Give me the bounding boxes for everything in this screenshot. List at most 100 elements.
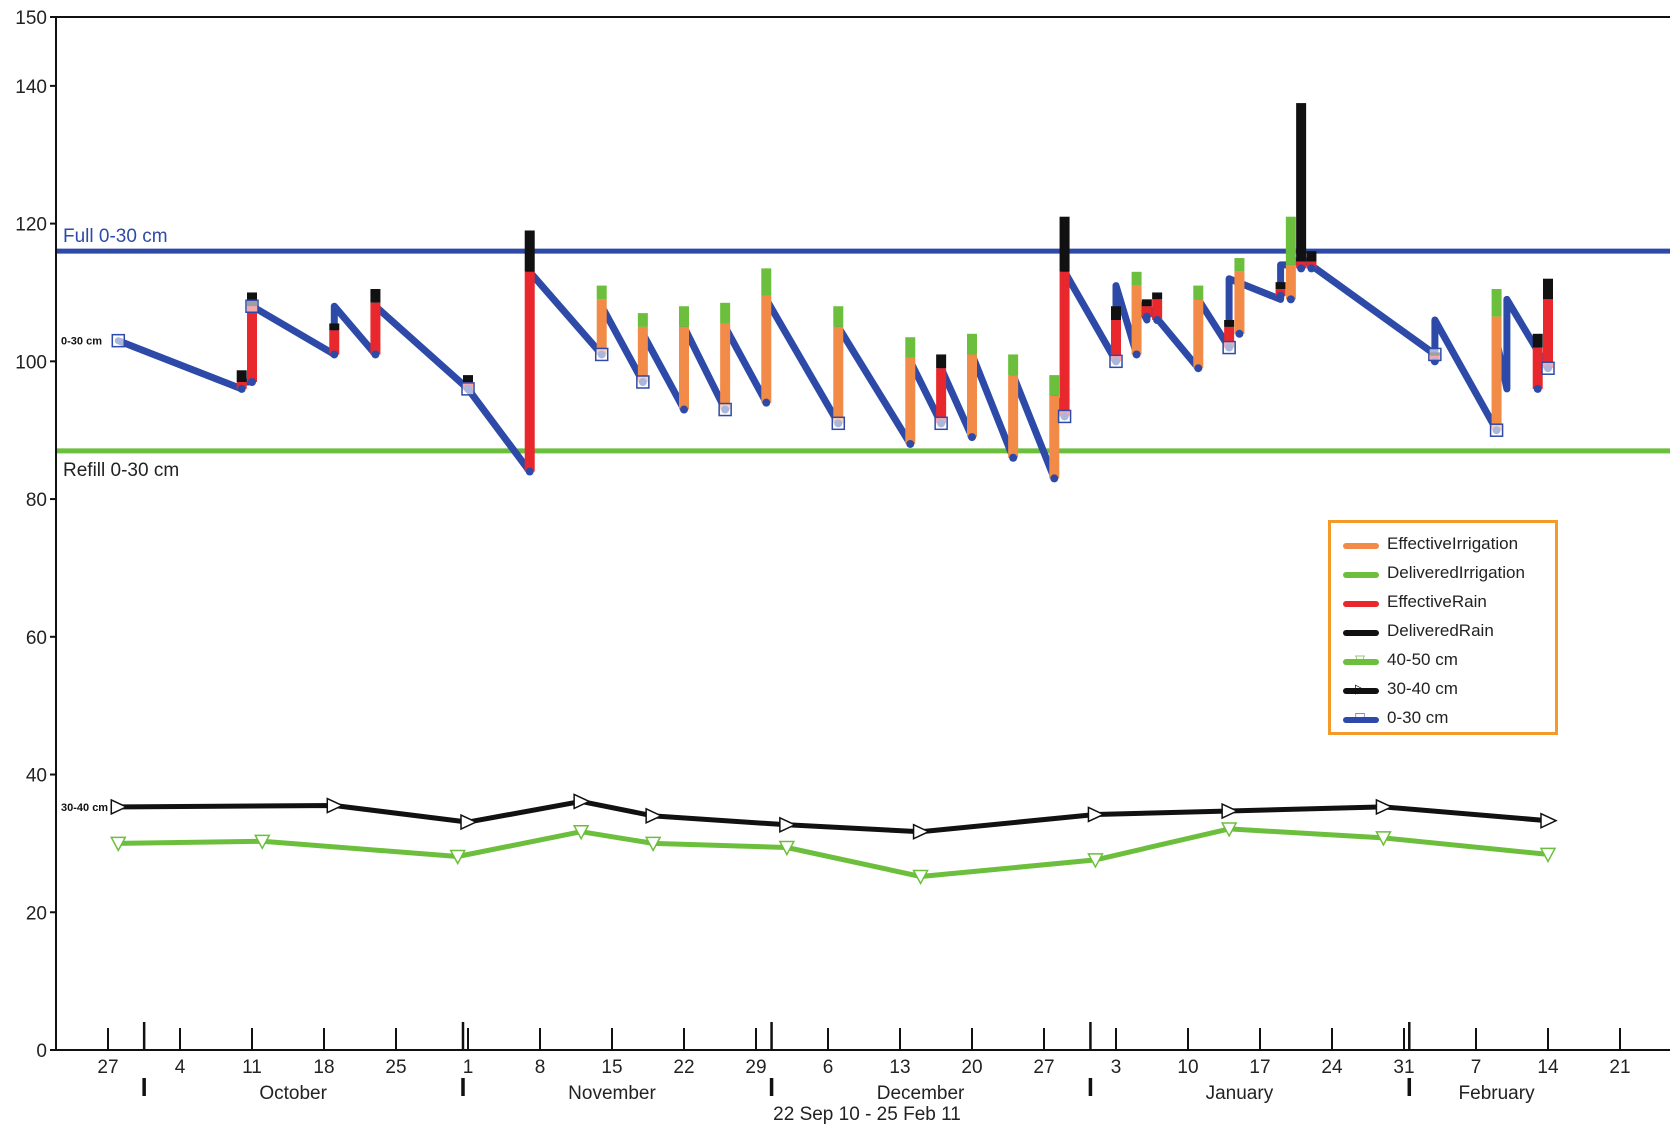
data-point [1087,853,1104,869]
x-tick-label: 21 [1609,1057,1630,1078]
bar-base-point [906,439,915,448]
data-point [1087,806,1106,823]
x-tick-label: 7 [1471,1057,1482,1078]
data-point [1222,340,1236,355]
legend-swatch [1343,572,1379,578]
legend-swatch [1343,659,1379,665]
delivered-bar [761,268,772,296]
bar-base-point [680,405,688,414]
effective-bar [1532,347,1543,389]
series-label: 0-30 cm [61,336,102,348]
legend-label: 40-50 cm [1387,650,1458,669]
data-point [1375,798,1394,816]
data-point [1109,354,1123,369]
delivered-bar [1285,216,1296,265]
data-point [779,816,797,833]
delivered-bar [936,354,947,369]
delivered-bar [1532,333,1543,348]
y-tick-label: 60 [26,628,47,649]
bar-base-point [1142,312,1151,321]
delivered-bar [1306,251,1317,262]
series-line [114,254,1552,482]
y-tick-label: 0 [36,1041,47,1062]
x-tick-label: 3 [1111,1057,1122,1078]
month-label: October [259,1083,327,1104]
x-tick-label: 11 [242,1057,262,1078]
effective-bar [637,326,648,382]
x-tick-label: 13 [889,1057,910,1078]
delivered-bar [833,306,844,327]
legend-label: DeliveredIrrigation [1387,563,1525,582]
delivered-bar [1059,216,1070,272]
delivered-bar [1193,285,1204,300]
delivered-bar [1224,320,1235,327]
delivered-bar [1234,258,1245,272]
data-point [572,824,590,841]
data-point [111,333,126,348]
x-tick-label: 22 [673,1057,694,1078]
effective-bar [833,326,844,424]
data-point [1375,831,1392,847]
legend-label: 0-30 cm [1387,708,1449,727]
delivered-bar [1275,282,1286,290]
bar-base-point [371,350,380,359]
x-tick-label: 6 [823,1057,834,1078]
square-marker-icon: □ [1355,709,1365,726]
triangle-right-marker-icon: ▷ [1355,681,1365,696]
data-point [718,402,732,417]
x-tick-label: 15 [601,1057,622,1078]
legend-swatch [1343,717,1379,723]
delivered-bar [1491,289,1502,317]
x-tick-label: 1 [463,1057,474,1078]
delivered-bar [1008,354,1019,376]
bar-base-point [1009,453,1018,462]
effective-bar [1224,326,1235,348]
delivered-bar [679,306,689,327]
data-point [831,416,846,431]
series-line [115,826,1551,879]
bar-base-point [762,398,771,407]
x-tick-label: 24 [1321,1057,1343,1078]
x-tick-label: 29 [745,1057,766,1078]
legend-label: DeliveredRain [1387,621,1494,640]
y-tick-label: 100 [15,352,47,373]
effective-bar [967,354,977,438]
y-tick-label: 20 [26,903,47,924]
data-point [1057,409,1072,424]
data-point [1539,847,1557,864]
legend-swatch [1343,630,1379,636]
month-label: January [1206,1083,1274,1104]
x-tick-label: 27 [97,1057,118,1078]
effective-bar [1131,285,1142,355]
delivered-bar [1141,299,1152,307]
y-tick-label: 150 [15,8,47,29]
effective-bar [720,323,731,410]
effective-bar [1111,320,1121,362]
data-point [110,836,127,852]
data-point [1428,347,1442,362]
effective-bar [370,302,381,355]
legend-item: DeliveredIrrigation [1331,560,1561,588]
data-point [573,793,591,810]
data-point [912,823,931,840]
series-label: 30-40 cm [61,802,108,814]
bar-base-point [1050,474,1059,483]
effective-bar [1491,316,1502,431]
effective-bar [1285,264,1296,300]
effective-bar [247,306,257,382]
month-label: February [1459,1083,1536,1104]
bar-base-point [1132,350,1141,359]
delivered-bar [370,289,381,303]
y-tick-label: 40 [26,766,47,787]
effective-bar [1234,271,1245,334]
delivered-bar [524,230,535,272]
x-tick-label: 8 [535,1057,546,1078]
x-tick-label: 10 [1177,1057,1198,1078]
data-point [460,813,478,831]
delivered-bar [1131,271,1142,286]
delivered-bar [247,292,257,307]
effective-bar [1008,375,1019,458]
bar-base-point [1153,316,1162,325]
effective-bar [329,330,340,355]
